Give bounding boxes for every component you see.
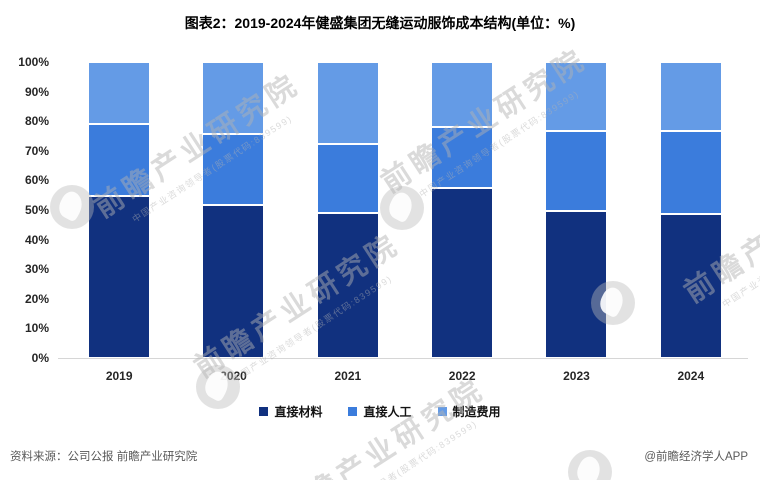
source-note: 资料来源：公司公报 前瞻产业研究院 (10, 451, 198, 463)
bar-segment-2024-2 (659, 130, 722, 214)
bar-segment-2023-3 (545, 62, 608, 131)
x-axis-line (58, 358, 748, 359)
y-tick-label: 70% (24, 143, 49, 158)
y-tick-label: 60% (24, 173, 49, 188)
bar-segment-2021-2 (316, 144, 379, 214)
x-axis-label-2022: 2022 (448, 369, 476, 383)
legend-swatch (437, 407, 447, 416)
bar-segment-2022-2 (431, 126, 494, 188)
bar-segment-2023-2 (545, 130, 608, 211)
x-axis-label-2023: 2023 (563, 369, 590, 383)
legend-item-制造费用: 制造费用 (437, 403, 501, 420)
bar-group-2023 (519, 62, 633, 358)
bar-segment-2019-1 (88, 195, 151, 358)
y-tick-label: 50% (24, 203, 49, 217)
x-axis-label-2024: 2024 (677, 369, 705, 383)
x-axis-label-2021: 2021 (334, 369, 362, 383)
legend-item-直接人工: 直接人工 (348, 403, 412, 420)
legend-label: 直接人工 (363, 405, 412, 419)
legend-label: 直接材料 (274, 405, 323, 419)
y-tick-label: 20% (24, 291, 49, 306)
y-tick-label: 10% (24, 321, 49, 336)
bar-segment-2020-1 (202, 205, 265, 358)
legend-label: 制造费用 (452, 405, 501, 419)
x-axis-label-2020: 2020 (220, 369, 247, 383)
y-tick-label: 40% (24, 232, 49, 247)
stacked-bar-2020 (202, 62, 265, 358)
stacked-bar-2024 (659, 62, 722, 358)
chart-title: 图表2：2019-2024年健盛集团无缝运动服饰成本结构(单位：%) (184, 15, 576, 31)
x-axis-labels: 2019 2020 2021 2022 2023 2024 (62, 369, 748, 383)
plot-area (58, 62, 748, 359)
bar-group-2024 (634, 62, 748, 358)
bar-group-2020 (176, 62, 290, 358)
legend-item-直接材料: 直接材料 (259, 403, 322, 420)
legend-swatch (259, 407, 269, 416)
bar-group-2022 (405, 62, 519, 358)
y-tick-label: 90% (24, 84, 49, 99)
bar-segment-2022-3 (431, 62, 494, 127)
legend-swatch (348, 407, 358, 416)
bar-segment-2024-3 (659, 62, 722, 131)
bar-segment-2019-3 (88, 62, 151, 124)
bar-group-2021 (291, 62, 405, 358)
bar-segment-2024-1 (659, 213, 722, 358)
y-tick-label: 100% (18, 55, 49, 69)
stacked-bar-2019 (88, 62, 151, 358)
bar-segment-2021-1 (316, 213, 379, 358)
y-axis: 0% 10% 20% 30% 40% 50% 60% 70% 80% 90% 100% (0, 56, 55, 364)
bar-segment-2021-3 (316, 62, 379, 145)
bar-segment-2022-1 (431, 187, 494, 358)
bar-segment-2019-2 (88, 123, 151, 196)
bar-segment-2020-2 (202, 133, 265, 206)
bar-segment-2020-3 (202, 62, 265, 134)
y-tick-label: 80% (24, 114, 49, 129)
x-axis-label-2019: 2019 (105, 369, 133, 383)
stacked-bar-2021 (316, 62, 379, 358)
stacked-bar-2023 (545, 62, 608, 358)
footer: 资料来源：公司公报 前瞻产业研究院 @前瞻经济学人APP (10, 448, 748, 464)
legend: 直接材料 直接人工 制造费用 (0, 403, 760, 420)
bar-segment-2023-1 (545, 210, 608, 358)
stacked-bar-2022 (431, 62, 494, 358)
y-tick-label: 30% (24, 262, 49, 277)
y-tick-label: 0% (31, 351, 49, 365)
credit-note: @前瞻经济学人APP (644, 451, 748, 463)
bar-group-2019 (62, 62, 176, 358)
